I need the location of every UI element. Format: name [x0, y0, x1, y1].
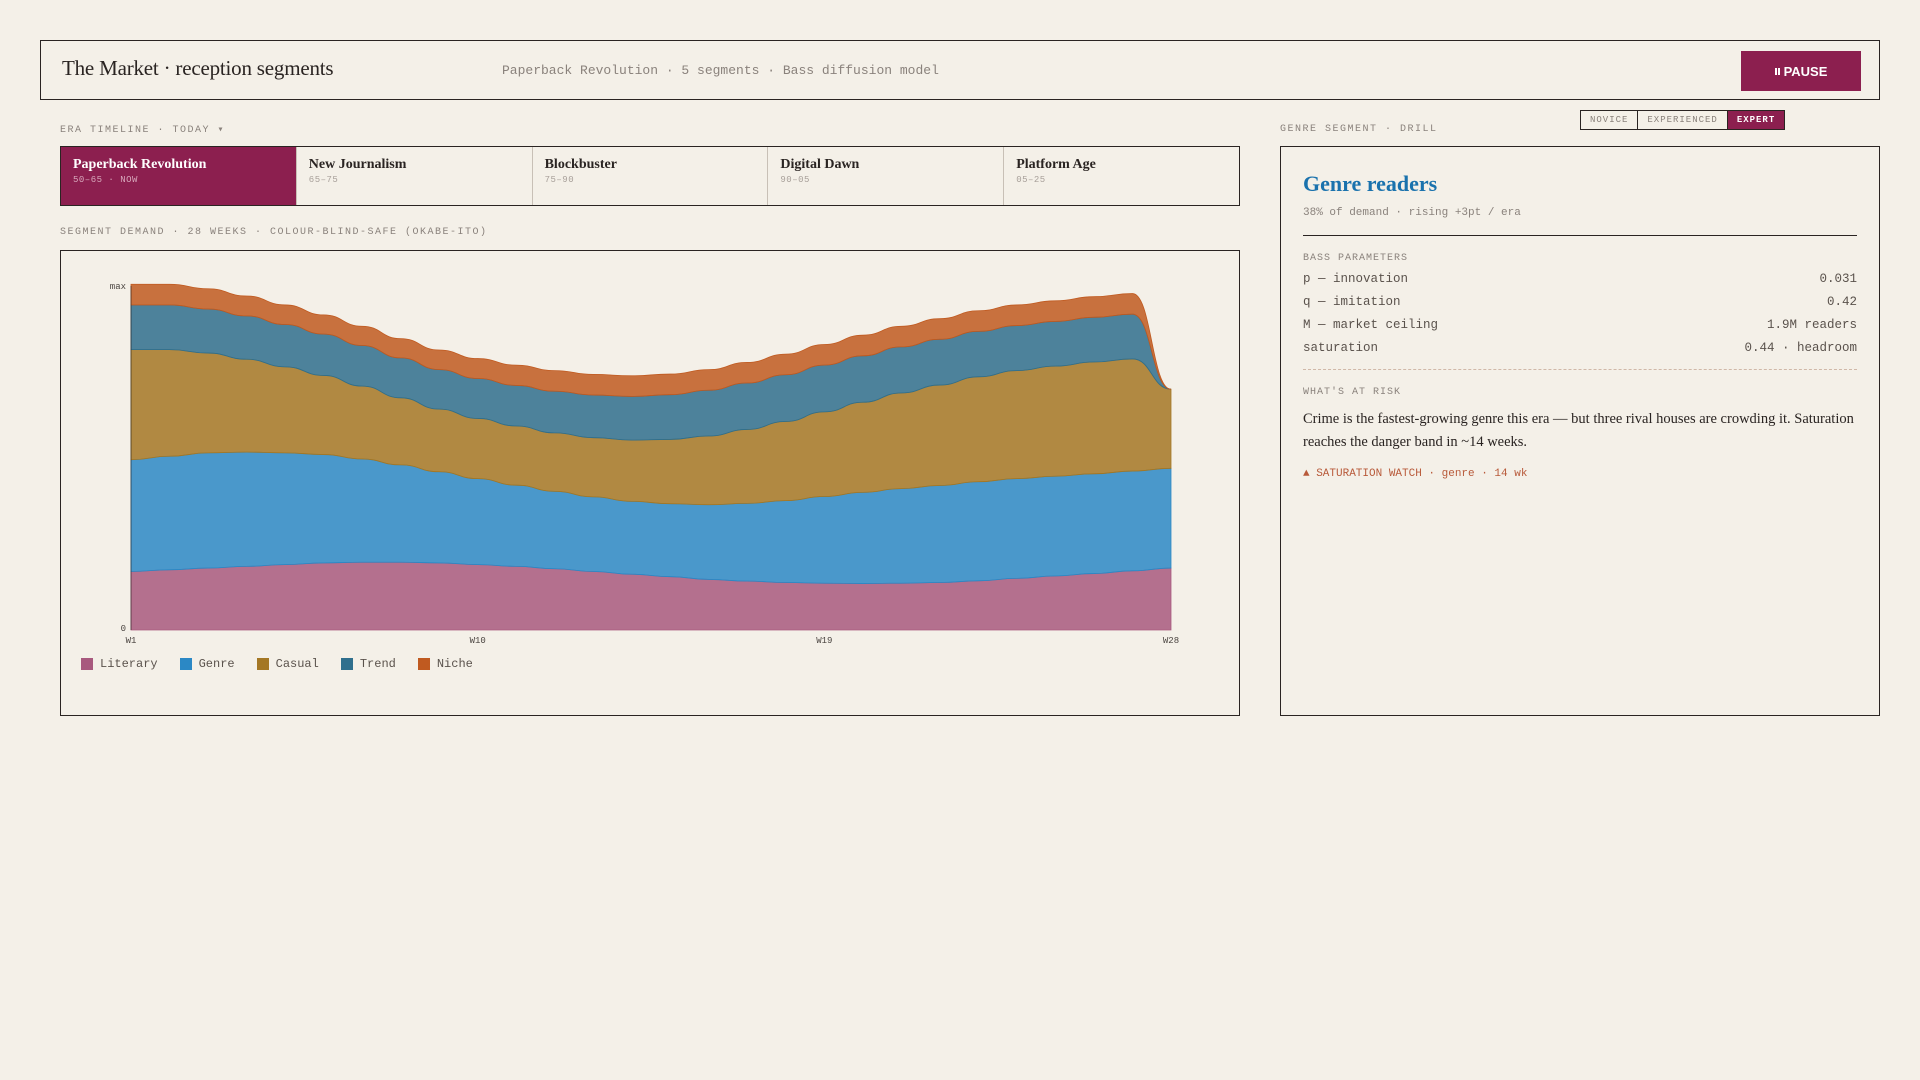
legend-label: Niche: [436, 657, 473, 671]
x-tick-label: W10: [470, 636, 486, 646]
drill-section-label: GENRE SEGMENT · DRILL: [1280, 124, 1438, 135]
drill-title: Genre readers: [1303, 171, 1438, 196]
era-name: Digital Dawn: [780, 157, 860, 172]
y-tick-label: max: [110, 282, 126, 292]
top-header: The Market · reception segments Paperbac…: [40, 40, 1880, 100]
param-row: p — innovation 0.031: [1303, 272, 1857, 286]
dashed-divider: [1303, 369, 1857, 370]
era-tab-new-journalism[interactable]: New Journalism 65–75: [297, 147, 533, 205]
era-years: 75–90: [544, 175, 575, 185]
bass-params-list: p — innovation 0.031 q — imitation 0.42 …: [1303, 272, 1857, 355]
param-name: q — imitation: [1303, 295, 1401, 309]
risk-label: WHAT'S AT RISK: [1303, 387, 1402, 398]
area-niche: [130, 283, 1172, 397]
chart-legend: Literary Genre Casual Trend Niche: [81, 657, 473, 671]
legend-item-casual: Casual: [256, 657, 319, 671]
level-experienced[interactable]: EXPERIENCED: [1638, 111, 1728, 129]
level-expert[interactable]: EXPERT: [1727, 111, 1785, 129]
legend-item-trend: Trend: [340, 657, 396, 671]
level-novice[interactable]: NOVICE: [1581, 111, 1639, 129]
era-name: Paperback Revolution: [73, 157, 207, 172]
era-years: 50–65 · NOW: [73, 175, 138, 185]
param-row: saturation 0.44 · headroom: [1303, 341, 1857, 355]
legend-label: Trend: [359, 657, 396, 671]
pause-button[interactable]: PAUSE: [1741, 51, 1861, 91]
era-years: 90–05: [780, 175, 810, 185]
y-tick-label: 0: [121, 624, 126, 634]
chart-section-label: SEGMENT DEMAND · 28 WEEKS · COLOUR-BLIND…: [60, 227, 488, 238]
param-name: saturation: [1303, 341, 1379, 355]
risk-text: Crime is the fastest-growing genre this …: [1303, 411, 1854, 450]
legend-swatch: [81, 658, 93, 670]
bass-params-label: BASS PARAMETERS: [1303, 253, 1409, 264]
header-subtitle: Paperback Revolution · 5 segments · Bass…: [502, 63, 939, 78]
era-years: 05–25: [1016, 175, 1046, 185]
legend-item-literary: Literary: [81, 657, 158, 671]
x-tick-label: W1: [126, 636, 137, 646]
legend-item-genre: Genre: [179, 657, 235, 671]
param-name: M — market ceiling: [1303, 318, 1439, 332]
pause-icon: [1774, 67, 1780, 75]
legend-swatch: [256, 658, 269, 670]
param-value: 1.9M readers: [1766, 318, 1857, 332]
era-tab-blockbuster[interactable]: Blockbuster 75–90: [533, 147, 769, 205]
era-name: Platform Age: [1016, 157, 1096, 172]
legend-label: Genre: [198, 657, 235, 671]
era-name: New Journalism: [308, 157, 407, 172]
legend-swatch: [179, 658, 192, 670]
saturation-warning: ▲ SATURATION WATCH · genre · 14 wk: [1303, 468, 1528, 480]
era-timeline-label[interactable]: ERA TIMELINE · TODAY ▾: [60, 125, 226, 136]
param-value: 0.42: [1826, 295, 1857, 309]
param-value: 0.031: [1819, 272, 1857, 286]
drill-subtitle: 38% of demand · rising +3pt / era: [1303, 207, 1521, 219]
stacked-area-chart: 0 max W1 W10 W19 W28: [110, 282, 1179, 646]
param-row: M — market ceiling 1.9M readers: [1303, 318, 1857, 332]
segment-demand-chart: 0 max W1 W10 W19 W28 Literary Genre Casual Trend…: [60, 250, 1240, 716]
expertise-toggle: NOVICE EXPERIENCED EXPERT: [1580, 110, 1786, 130]
genre-drill-panel: Genre readers 38% of demand · rising +3p…: [1280, 146, 1880, 716]
param-name: p — innovation: [1303, 272, 1409, 286]
era-tab-digital-dawn[interactable]: Digital Dawn 90–05: [768, 147, 1005, 205]
era-tab-platform-age[interactable]: Platform Age 05–25: [1004, 147, 1239, 205]
era-years: 65–75: [308, 175, 339, 185]
legend-swatch: [340, 658, 353, 670]
era-tab-paperback-revolution[interactable]: Paperback Revolution 50–65 · NOW: [61, 147, 297, 205]
param-row: q — imitation 0.42: [1303, 295, 1857, 309]
legend-label: Casual: [275, 657, 319, 671]
legend-swatch: [417, 658, 430, 670]
divider: [1303, 235, 1857, 236]
page-title: The Market · reception segments: [62, 56, 334, 80]
pause-button-label: PAUSE: [1783, 63, 1828, 79]
x-tick-label: W19: [816, 636, 832, 646]
era-name: Blockbuster: [544, 157, 617, 172]
x-tick-label: W28: [1163, 636, 1179, 646]
legend-label: Literary: [100, 657, 158, 671]
legend-item-niche: Niche: [417, 657, 473, 671]
era-timeline: Paperback Revolution 50–65 · NOW New Jou…: [60, 146, 1240, 206]
param-value: 0.44 · headroom: [1744, 341, 1857, 355]
